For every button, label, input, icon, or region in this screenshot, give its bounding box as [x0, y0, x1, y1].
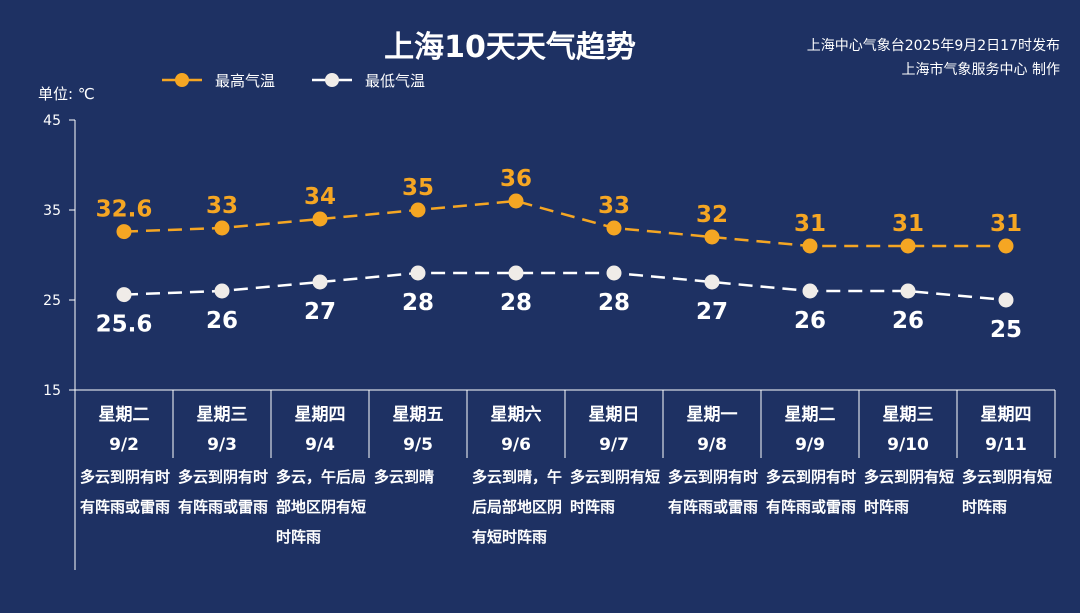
day-weekday: 星期三 — [196, 405, 248, 425]
data-label-high: 33 — [598, 193, 630, 219]
data-label-low: 25 — [990, 317, 1022, 343]
day-description: 多云到阴有时有阵雨或雷雨 — [766, 468, 857, 516]
data-point-low — [410, 265, 426, 281]
day-date: 9/10 — [887, 435, 929, 455]
data-point-low — [802, 283, 818, 299]
day-description: 多云到阴有时有阵雨或雷雨 — [80, 468, 171, 516]
issuer-line-2: 上海市气象服务中心 制作 — [901, 62, 1060, 78]
day-description: 多云到阴有短时阵雨 — [570, 468, 661, 516]
y-tick-label: 45 — [43, 113, 61, 129]
data-label-low: 26 — [206, 308, 238, 334]
day-description: 多云到阴有时有阵雨或雷雨 — [668, 468, 759, 516]
chart-title: 上海10天天气趋势 — [384, 30, 636, 65]
y-tick-label: 25 — [43, 293, 61, 309]
day-date: 9/5 — [403, 435, 433, 455]
data-point-high — [410, 202, 426, 218]
data-label-high: 34 — [304, 184, 336, 210]
issuer-line-1: 上海中心气象台2025年9月2日17时发布 — [806, 38, 1060, 54]
legend-marker-low-icon — [312, 73, 352, 87]
unit-label: 单位: ℃ — [38, 85, 95, 103]
day-date: 9/8 — [697, 435, 727, 455]
day-weekday: 星期四 — [294, 405, 346, 425]
data-label-high: 32.6 — [96, 197, 153, 223]
data-point-low — [214, 283, 230, 299]
data-label-high: 31 — [794, 211, 826, 237]
data-label-high: 31 — [990, 211, 1022, 237]
data-label-low: 25.6 — [96, 312, 153, 338]
day-cell: 星期一 9/8 — [663, 400, 761, 460]
data-label-high: 33 — [206, 193, 238, 219]
day-description: 多云到阴有短时阵雨 — [864, 468, 955, 516]
series-line-high — [123, 199, 1006, 248]
day-date: 9/11 — [985, 435, 1027, 455]
legend-label-low: 最低气温 — [365, 72, 426, 90]
day-cell: 星期日 9/7 — [565, 400, 663, 460]
day-description: 多云到晴，午后局部地区阴有短时阵雨 — [472, 468, 563, 546]
day-weekday: 星期一 — [686, 405, 738, 425]
data-point-low — [606, 265, 622, 281]
data-label-low: 26 — [892, 308, 924, 334]
data-label-low: 27 — [304, 299, 336, 325]
day-weekday: 星期五 — [392, 405, 444, 425]
day-cell: 星期四 9/4 — [271, 400, 369, 460]
data-point-high — [606, 220, 622, 236]
data-label-low: 26 — [794, 308, 826, 334]
day-description: 多云，午后局部地区阴有短时阵雨 — [276, 468, 367, 546]
data-label-low: 28 — [500, 290, 532, 316]
day-date: 9/2 — [109, 435, 139, 455]
data-point-low — [312, 274, 328, 290]
data-point-high — [802, 238, 818, 254]
data-point-low — [900, 283, 916, 299]
data-point-low — [508, 265, 524, 281]
data-label-high: 32 — [696, 202, 728, 228]
data-label-low: 28 — [402, 290, 434, 316]
day-cell: 星期六 9/6 — [467, 400, 565, 460]
y-tick-label: 15 — [43, 383, 61, 399]
day-date: 9/7 — [599, 435, 629, 455]
data-point-high — [998, 238, 1014, 254]
data-point-low — [116, 287, 132, 303]
data-point-low — [998, 292, 1014, 308]
day-date: 9/6 — [501, 435, 531, 455]
data-point-high — [704, 229, 720, 245]
day-weekday: 星期四 — [980, 405, 1032, 425]
day-weekday: 星期二 — [98, 405, 150, 425]
data-point-low — [704, 274, 720, 290]
day-date: 9/3 — [207, 435, 237, 455]
series-line-low — [123, 271, 1007, 302]
data-label-low: 28 — [598, 290, 630, 316]
data-point-high — [312, 211, 328, 227]
data-label-high: 36 — [500, 166, 532, 192]
data-point-high — [116, 224, 132, 240]
day-cell: 星期三 9/3 — [173, 400, 271, 460]
day-cell: 星期四 9/11 — [957, 400, 1055, 460]
data-point-high — [900, 238, 916, 254]
day-cell: 星期三 9/10 — [859, 400, 957, 460]
data-point-high — [214, 220, 230, 236]
legend-marker-high-icon — [162, 73, 202, 87]
data-point-high — [508, 193, 524, 209]
day-weekday: 星期三 — [882, 405, 934, 425]
day-description: 多云到阴有短时阵雨 — [962, 468, 1053, 516]
day-cell: 星期二 9/9 — [761, 400, 859, 460]
day-description: 多云到晴 — [374, 468, 435, 486]
day-date: 9/4 — [305, 435, 335, 455]
data-label-high: 35 — [402, 175, 434, 201]
legend-label-high: 最高气温 — [215, 72, 276, 90]
day-date: 9/9 — [795, 435, 825, 455]
day-description: 多云到阴有时有阵雨或雷雨 — [178, 468, 269, 516]
data-label-high: 31 — [892, 211, 924, 237]
day-cell: 星期五 9/5 — [369, 400, 467, 460]
day-cell: 星期二 9/2 — [75, 400, 173, 460]
day-weekday: 星期六 — [490, 405, 542, 425]
y-tick-label: 35 — [43, 203, 61, 219]
data-label-low: 27 — [696, 299, 728, 325]
day-weekday: 星期日 — [588, 405, 640, 425]
issuer-info: 上海中心气象台2025年9月2日17时发布 上海市气象服务中心 制作 — [807, 34, 1060, 82]
day-weekday: 星期二 — [784, 405, 836, 425]
